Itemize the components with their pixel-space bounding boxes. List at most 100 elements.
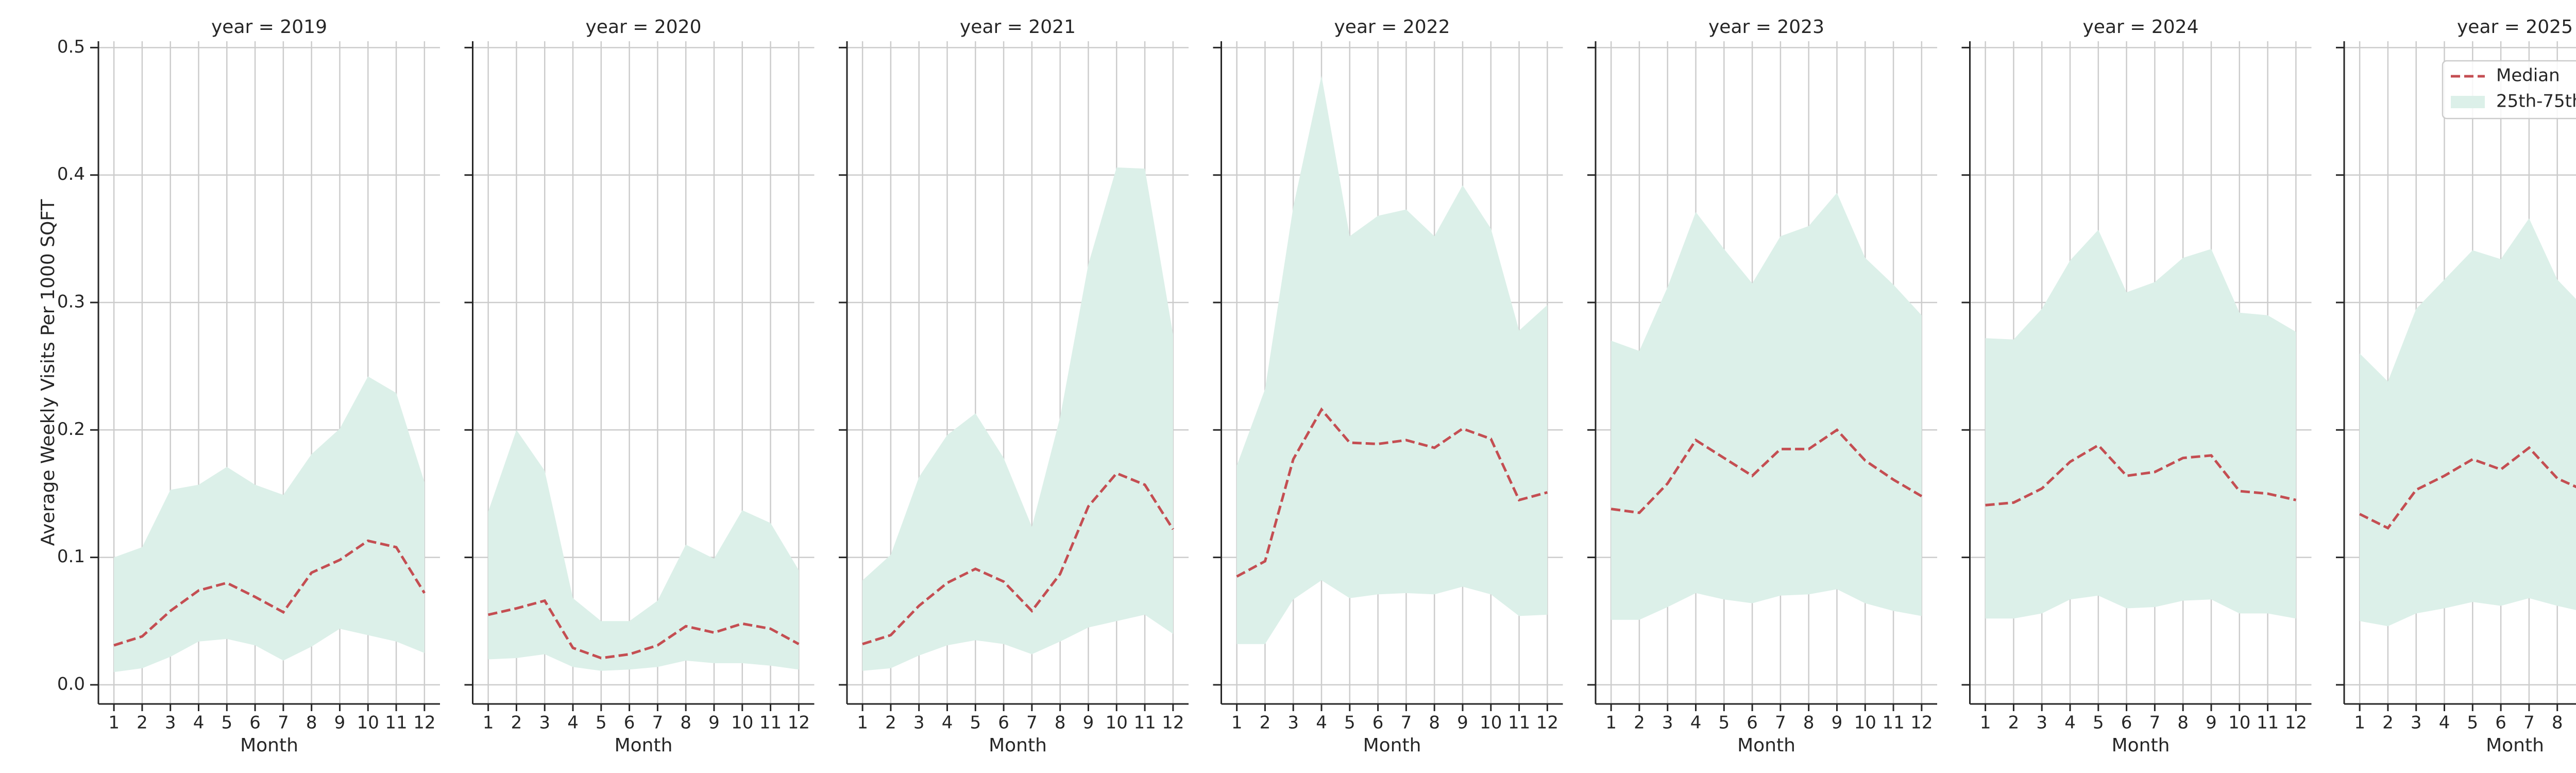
x-tick-label: 5 [221, 713, 232, 733]
percentile-band [1236, 75, 1548, 644]
x-tick-label: 6 [1747, 713, 1758, 733]
legend-swatch [2451, 96, 2485, 108]
x-tick-label: 10 [1854, 713, 1876, 733]
percentile-band [114, 376, 425, 673]
x-tick-label: 3 [539, 713, 550, 733]
panel-title: year = 2020 [586, 16, 702, 38]
x-tick-label: 4 [193, 713, 205, 733]
x-tick-label: 10 [357, 713, 379, 733]
x-tick-label: 12 [413, 713, 435, 733]
x-axis-label: Month [1737, 735, 1795, 756]
y-tick-label: 0.0 [57, 674, 85, 694]
x-axis-label: Month [240, 735, 298, 756]
median-line [1611, 428, 1923, 514]
x-tick-label: 4 [1316, 713, 1327, 733]
x-tick-label: 5 [970, 713, 981, 733]
x-tick-label: 7 [278, 713, 289, 733]
panel-title: year = 2019 [211, 16, 327, 38]
percentile-band [1611, 193, 1922, 620]
x-tick-label: 11 [1133, 713, 1156, 733]
median-line [2359, 446, 2576, 530]
x-tick-label: 12 [1910, 713, 1933, 733]
x-tick-label: 4 [2439, 713, 2450, 733]
x-tick-label: 1 [2354, 713, 2365, 733]
x-tick-label: 6 [2495, 713, 2506, 733]
median-line [1985, 443, 2296, 507]
x-tick-label: 7 [652, 713, 664, 733]
y-tick-label: 0.3 [57, 291, 85, 312]
x-tick-label: 1 [483, 713, 494, 733]
x-tick-label: 7 [2149, 713, 2161, 733]
x-tick-label: 12 [1162, 713, 1184, 733]
x-tick-label: 9 [708, 713, 720, 733]
x-tick-label: 5 [596, 713, 607, 733]
x-tick-label: 8 [1429, 713, 1440, 733]
x-tick-label: 8 [306, 713, 317, 733]
x-tick-label: 7 [1775, 713, 1786, 733]
median-line [488, 599, 800, 660]
y-tick-label: 0.5 [57, 37, 85, 57]
x-tick-label: 10 [2228, 713, 2250, 733]
x-tick-label: 3 [913, 713, 925, 733]
y-tick-label: 0.2 [57, 419, 85, 440]
x-tick-label: 9 [1832, 713, 1843, 733]
x-tick-label: 9 [1457, 713, 1468, 733]
x-tick-label: 8 [1803, 713, 1815, 733]
x-tick-label: 9 [334, 713, 346, 733]
median-line [862, 472, 1174, 646]
x-tick-label: 8 [1055, 713, 1066, 733]
legend-label: Median [2496, 65, 2560, 86]
x-tick-label: 10 [731, 713, 753, 733]
x-tick-label: 1 [857, 713, 868, 733]
median-line [113, 539, 426, 647]
x-tick-label: 1 [1605, 713, 1617, 733]
x-tick-label: 8 [2552, 713, 2563, 733]
x-tick-label: 3 [1287, 713, 1299, 733]
x-tick-label: 10 [1480, 713, 1502, 733]
x-tick-label: 11 [759, 713, 782, 733]
x-tick-label: 11 [1508, 713, 1530, 733]
x-axis-label: Month [615, 735, 673, 756]
x-tick-label: 11 [385, 713, 407, 733]
percentile-band [1985, 230, 2296, 619]
x-tick-label: 2 [511, 713, 522, 733]
x-tick-label: 3 [2036, 713, 2047, 733]
panel-title: year = 2022 [1334, 16, 1450, 38]
x-tick-label: 2 [1260, 713, 1271, 733]
x-tick-label: 12 [1536, 713, 1558, 733]
x-tick-label: 7 [1026, 713, 1038, 733]
x-tick-label: 5 [2093, 713, 2104, 733]
x-tick-label: 2 [1634, 713, 1645, 733]
x-tick-label: 10 [1106, 713, 1128, 733]
y-tick-label: 0.1 [57, 546, 85, 567]
x-axis-label: Month [2112, 735, 2170, 756]
x-tick-label: 8 [2177, 713, 2189, 733]
x-tick-label: 6 [1372, 713, 1384, 733]
x-tick-label: 11 [2257, 713, 2279, 733]
x-tick-label: 9 [2206, 713, 2217, 733]
x-tick-label: 1 [1980, 713, 1991, 733]
panel-title: year = 2024 [2083, 16, 2199, 38]
x-tick-label: 1 [1231, 713, 1243, 733]
x-tick-label: 5 [2467, 713, 2478, 733]
x-tick-label: 2 [885, 713, 896, 733]
x-tick-label: 3 [2411, 713, 2422, 733]
x-tick-label: 7 [2523, 713, 2535, 733]
x-tick-label: 5 [1718, 713, 1730, 733]
x-tick-label: 4 [2064, 713, 2076, 733]
x-tick-label: 12 [2285, 713, 2307, 733]
x-tick-label: 2 [2382, 713, 2394, 733]
x-tick-label: 6 [2121, 713, 2132, 733]
x-tick-label: 3 [165, 713, 176, 733]
x-tick-label: 4 [567, 713, 579, 733]
x-tick-label: 3 [1662, 713, 1673, 733]
x-tick-label: 12 [788, 713, 810, 733]
x-tick-label: 2 [2008, 713, 2020, 733]
x-axis-label: Month [989, 735, 1047, 756]
x-tick-label: 11 [1882, 713, 1904, 733]
x-tick-label: 6 [998, 713, 1009, 733]
x-axis-label: Month [2486, 735, 2544, 756]
x-tick-label: 7 [1401, 713, 1412, 733]
